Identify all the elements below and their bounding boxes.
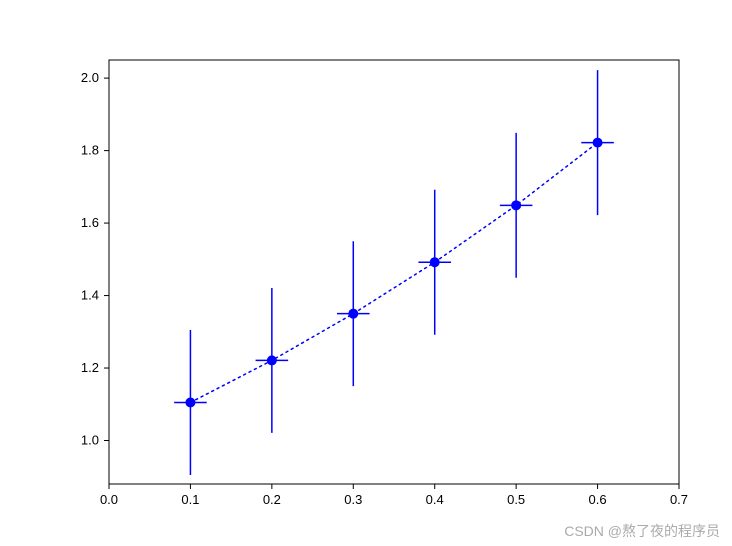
y-tick-label: 1.2 <box>81 360 99 375</box>
chart-container: 0.0 0.1 0.2 0.3 0.4 0.5 0.6 0.7 1.0 1.2 1.4 1.6 1.8 2… <box>0 0 732 546</box>
data-marker <box>430 257 440 267</box>
x-tick-label: 0.2 <box>263 492 281 507</box>
y-tick-label: 1.8 <box>81 143 99 158</box>
x-tick-label: 0.4 <box>426 492 444 507</box>
y-tick-label: 1.4 <box>81 288 99 303</box>
x-tick-label: 0.6 <box>589 492 607 507</box>
chart-background <box>0 0 732 546</box>
y-tick-label: 1.0 <box>81 433 99 448</box>
x-tick-label: 0.7 <box>670 492 688 507</box>
x-tick-label: 0.3 <box>344 492 362 507</box>
y-tick-label: 1.6 <box>81 215 99 230</box>
data-marker <box>348 309 358 319</box>
data-marker <box>185 397 195 407</box>
data-marker <box>511 200 521 210</box>
data-marker <box>593 138 603 148</box>
x-tick-label: 0.1 <box>181 492 199 507</box>
data-marker <box>267 355 277 365</box>
y-tick-label: 2.0 <box>81 70 99 85</box>
x-tick-label: 0.5 <box>507 492 525 507</box>
x-tick-label: 0.0 <box>100 492 118 507</box>
watermark-text: CSDN @熬了夜的程序员 <box>564 523 720 539</box>
errorbar-chart: 0.0 0.1 0.2 0.3 0.4 0.5 0.6 0.7 1.0 1.2 1.4 1.6 1.8 2… <box>0 0 732 546</box>
